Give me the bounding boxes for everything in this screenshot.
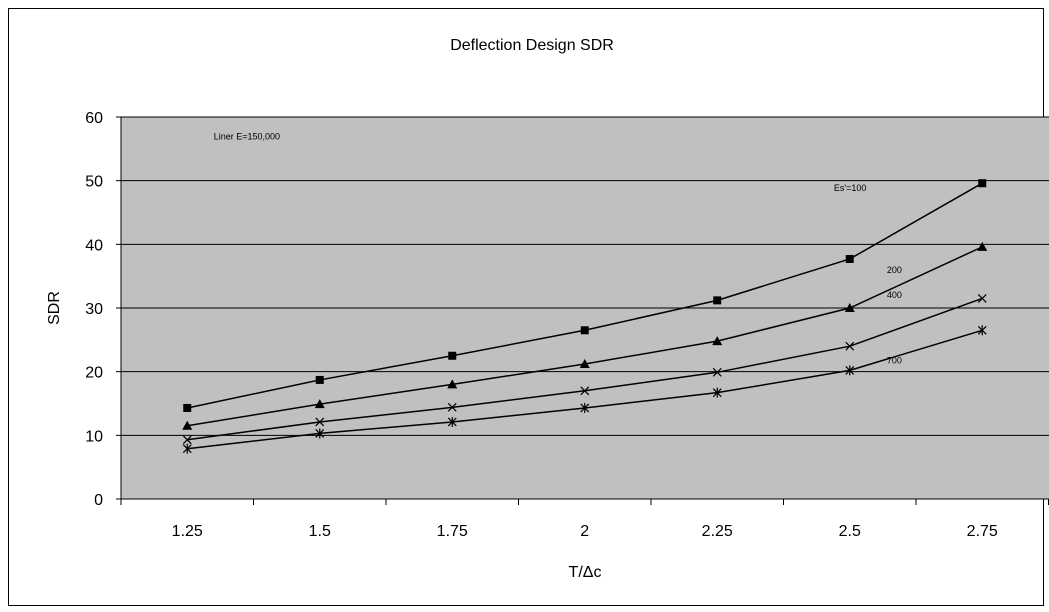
triangle-marker <box>314 399 325 409</box>
tick-labels: 0 10 20 30 40 50 60 1.25 1.5 1.75 2 2.25 2.5 2.75 <box>85 110 998 540</box>
x-marker-stroke <box>580 386 590 396</box>
y-tick-label: 60 <box>85 110 103 127</box>
x-marker <box>315 417 325 427</box>
square-marker <box>713 296 722 305</box>
y-tick-label: 10 <box>85 428 103 445</box>
y-tick-label: 30 <box>85 301 103 318</box>
annotation-label: 400 <box>887 290 902 300</box>
y-tick-label: 20 <box>85 365 103 382</box>
y-axis-label: SDR <box>46 291 63 325</box>
x-marker-stroke <box>845 341 855 351</box>
y-tick-label: 50 <box>85 174 103 191</box>
asterisk-marker <box>845 365 855 376</box>
y-tick-label: 0 <box>94 492 103 509</box>
x-marker-stroke <box>182 435 192 445</box>
x-marker <box>977 294 987 303</box>
annotation-label: 200 <box>887 265 902 275</box>
chart-title: Deflection Design SDR <box>450 37 614 54</box>
x-tick-label: 1.25 <box>172 523 203 540</box>
axes <box>116 116 1049 505</box>
square-marker <box>845 254 854 263</box>
triangle-marker <box>977 241 988 251</box>
y-tick-label: 40 <box>85 237 103 254</box>
x-tick-label: 2.25 <box>702 523 733 540</box>
square-marker <box>315 375 324 384</box>
annotation-label: Es'=100 <box>834 183 867 193</box>
square-marker <box>448 351 457 360</box>
asterisk-marker <box>712 387 722 398</box>
square-marker <box>978 179 987 188</box>
x-marker-stroke <box>315 417 325 427</box>
x-tick-label: 2.5 <box>839 523 861 540</box>
x-marker <box>712 367 722 377</box>
gridlines <box>121 116 1049 436</box>
annotation-label: 700 <box>887 355 902 365</box>
asterisk-marker <box>315 428 325 439</box>
x-marker <box>182 435 192 445</box>
x-marker <box>447 402 457 412</box>
x-marker-stroke <box>712 367 722 377</box>
triangle-marker <box>182 420 193 430</box>
x-tick-label: 1.75 <box>437 523 468 540</box>
asterisk-marker <box>977 325 987 336</box>
x-marker <box>845 341 855 351</box>
asterisk-marker <box>182 443 192 454</box>
x-axis-label: T/Δc <box>569 564 602 581</box>
x-tick-label: 1.5 <box>309 523 331 540</box>
x-marker-stroke <box>447 402 457 412</box>
x-tick-label: 2.75 <box>967 523 998 540</box>
triangle-marker <box>844 303 855 312</box>
triangle-marker <box>712 336 723 346</box>
annotation-label: Liner E=150,000 <box>214 131 280 141</box>
x-tick-label: 2 <box>580 523 589 540</box>
x-marker <box>580 386 590 396</box>
annotations: Liner E=150,000 Es'=100 200 400 700 <box>214 131 902 365</box>
asterisk-marker <box>447 416 457 427</box>
triangle-marker <box>579 359 590 369</box>
asterisk-marker <box>580 402 590 413</box>
series-markers <box>182 179 988 454</box>
square-marker <box>580 326 589 335</box>
x-marker-stroke <box>977 294 987 303</box>
square-marker <box>183 403 192 412</box>
triangle-marker <box>447 379 458 389</box>
